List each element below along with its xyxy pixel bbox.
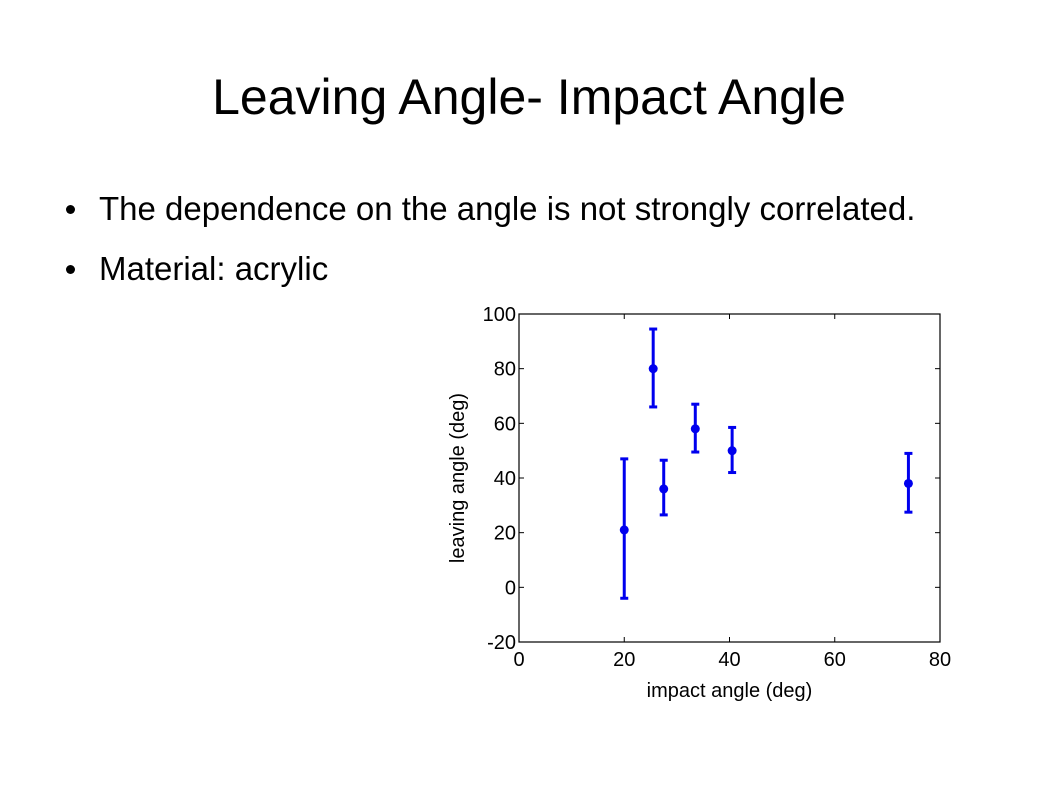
data-point-group [727, 425, 737, 475]
data-point [727, 446, 737, 456]
y-tick-label: 100 [483, 304, 516, 326]
bullet-text-material: Material: acrylic [99, 250, 329, 287]
y-axis-label: leaving angle (deg) [447, 393, 469, 563]
data-point [619, 525, 629, 535]
x-ticks: 0 20 40 60 80 [513, 314, 951, 671]
data-point [659, 484, 669, 494]
y-tick-label: 0 [505, 577, 516, 599]
data-point [903, 478, 913, 488]
data-point-group [690, 402, 700, 454]
y-tick-label: 20 [494, 523, 516, 545]
x-tick-label: 40 [718, 649, 740, 671]
y-tick-label: -20 [487, 632, 516, 654]
bullet-dot-icon [66, 205, 75, 214]
y-ticks: -20 0 20 40 60 80 100 [483, 304, 940, 654]
bullet-dot-icon [66, 265, 75, 274]
data-point-group [903, 451, 913, 514]
bullet-item-dependence: The dependence on the angle is not stron… [62, 186, 962, 231]
data-point-group [659, 458, 669, 517]
bullet-list: The dependence on the angle is not stron… [62, 186, 962, 291]
y-tick-label: 60 [494, 413, 516, 435]
y-tick-label: 40 [494, 468, 516, 490]
data-point [648, 364, 658, 374]
plot-area-frame [518, 313, 941, 643]
y-tick-label: 80 [494, 359, 516, 381]
data-point-group [619, 457, 629, 600]
data-point [690, 424, 700, 434]
x-tick-label: 60 [824, 649, 846, 671]
x-tick-label: 20 [613, 649, 635, 671]
x-axis-label: impact angle (deg) [647, 680, 813, 702]
bullet-item-material: Material: acrylic [62, 246, 962, 291]
x-tick-label: 80 [929, 649, 951, 671]
data-points [619, 327, 913, 600]
slide-title: Leaving Angle- Impact Angle [212, 69, 846, 125]
data-point-group [648, 327, 658, 409]
bullet-text-dependence: The dependence on the angle is not stron… [99, 190, 916, 227]
x-tick-label: 0 [513, 649, 524, 671]
